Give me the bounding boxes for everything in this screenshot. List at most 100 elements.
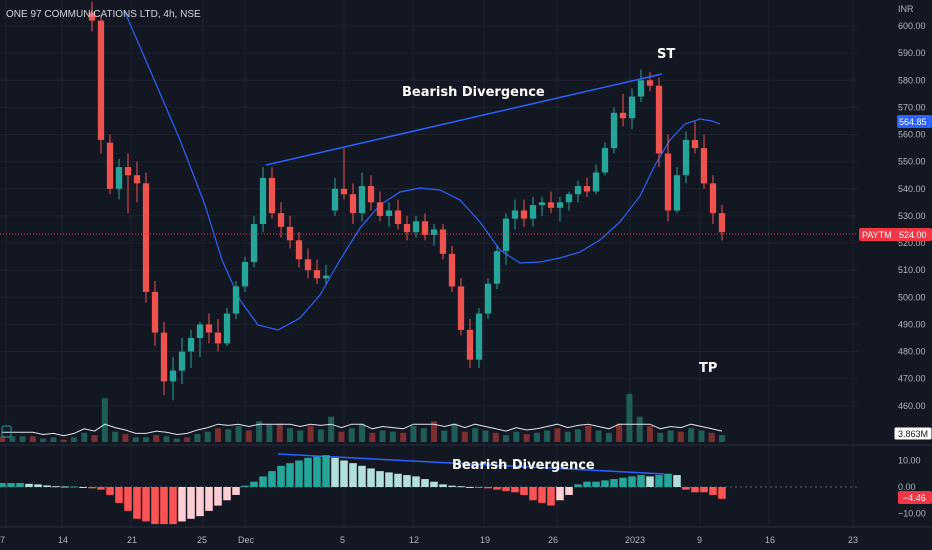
candle-series[interactable] xyxy=(88,1,726,401)
volume-bar xyxy=(143,437,149,442)
candle-body[interactable] xyxy=(376,202,384,216)
trendline xyxy=(265,73,663,166)
candle-body[interactable] xyxy=(115,167,123,189)
candle-body[interactable] xyxy=(439,229,447,254)
candle-body[interactable] xyxy=(286,226,294,241)
candle-body[interactable] xyxy=(574,186,582,195)
pane-toggle-icon[interactable] xyxy=(1,425,12,438)
candle-body[interactable] xyxy=(151,291,159,333)
candle-body[interactable] xyxy=(250,224,258,263)
candle-body[interactable] xyxy=(718,213,726,233)
candle-body[interactable] xyxy=(682,139,690,176)
candle-body[interactable] xyxy=(691,139,699,149)
oscillator-bar xyxy=(565,487,573,495)
oscillator-bar xyxy=(412,476,420,487)
candle-body[interactable] xyxy=(709,183,717,214)
candle-body[interactable] xyxy=(214,332,222,344)
candle-body[interactable] xyxy=(484,283,492,314)
candle-body[interactable] xyxy=(592,172,600,192)
candle-body[interactable] xyxy=(637,80,645,97)
candle-body[interactable] xyxy=(547,202,555,208)
volume-bar xyxy=(153,435,160,442)
candle-body[interactable] xyxy=(142,183,150,292)
oscillator-bar xyxy=(223,487,231,501)
time-tick-label: Dec xyxy=(238,535,255,545)
candle-body[interactable] xyxy=(160,332,168,382)
volume-bar xyxy=(605,432,612,442)
tp-label: TP xyxy=(699,361,717,376)
candle-body[interactable] xyxy=(205,324,213,333)
candle-body[interactable] xyxy=(394,210,402,225)
candle-body[interactable] xyxy=(403,224,411,233)
candle-body[interactable] xyxy=(619,112,627,119)
candle-body[interactable] xyxy=(466,329,474,360)
candle-body[interactable] xyxy=(655,85,663,154)
oscillator-bar xyxy=(691,487,699,493)
candle-body[interactable] xyxy=(322,275,330,279)
candle-body[interactable] xyxy=(232,286,240,314)
candle-body[interactable] xyxy=(610,112,618,149)
candle-body[interactable] xyxy=(529,205,537,219)
candle-body[interactable] xyxy=(97,20,105,140)
candle-body[interactable] xyxy=(493,251,501,284)
oscillator-bar xyxy=(214,487,222,506)
candle-body[interactable] xyxy=(241,262,249,287)
price-axis[interactable]: 600.00 590.00 580.00 570.00 560.00 550.00 540.… xyxy=(898,21,926,411)
candle-body[interactable] xyxy=(295,240,303,260)
candle-body[interactable] xyxy=(124,167,132,176)
candle-body[interactable] xyxy=(349,194,357,214)
candle-body[interactable] xyxy=(538,202,546,206)
candle-body[interactable] xyxy=(331,188,339,211)
candle-body[interactable] xyxy=(178,351,186,371)
candle-body[interactable] xyxy=(421,221,429,235)
candle-body[interactable] xyxy=(367,186,375,203)
volume-bar xyxy=(420,428,427,442)
candle-body[interactable] xyxy=(88,12,96,21)
price-tick-label: 580.00 xyxy=(898,75,926,85)
candle-body[interactable] xyxy=(106,142,114,189)
candle-body[interactable] xyxy=(277,213,285,227)
time-axis[interactable]: 7 14 21 25 Dec 5 12 19 26 2023 9 16 23 xyxy=(0,535,858,545)
candle-body[interactable] xyxy=(673,175,681,211)
candle-body[interactable] xyxy=(502,218,510,252)
volume-bar xyxy=(276,423,283,442)
candle-body[interactable] xyxy=(430,229,438,235)
candle-body[interactable] xyxy=(259,177,267,225)
currency-label: INR xyxy=(898,4,914,14)
volume-bar xyxy=(9,436,16,442)
candle-body[interactable] xyxy=(133,175,141,184)
candle-body[interactable] xyxy=(412,221,420,233)
candle-body[interactable] xyxy=(313,270,321,279)
candle-body[interactable] xyxy=(457,286,465,330)
candle-body[interactable] xyxy=(223,313,231,344)
candle-body[interactable] xyxy=(385,210,393,216)
candle-body[interactable] xyxy=(556,202,564,208)
candle-body[interactable] xyxy=(646,80,654,86)
candle-body[interactable] xyxy=(511,210,519,219)
candle-body[interactable] xyxy=(628,96,636,119)
moving-average-curve xyxy=(123,9,721,331)
candle-body[interactable] xyxy=(700,148,708,184)
candle-body[interactable] xyxy=(601,148,609,173)
volume-bar xyxy=(60,439,67,442)
candle-body[interactable] xyxy=(358,186,366,214)
oscillator-value-tag xyxy=(898,491,932,504)
candle-body[interactable] xyxy=(475,313,483,360)
volume-bar xyxy=(29,436,36,442)
candle-body[interactable] xyxy=(520,210,528,219)
candle-body[interactable] xyxy=(304,259,312,271)
candle-body[interactable] xyxy=(340,188,348,195)
candle-body[interactable] xyxy=(664,153,672,211)
oscillator-axis[interactable]: 10.00 0.00 −10.00 xyxy=(898,456,926,519)
oscillator-bar xyxy=(718,487,726,499)
candle-body[interactable] xyxy=(196,324,204,338)
candle-body[interactable] xyxy=(448,253,456,287)
candle-body[interactable] xyxy=(583,186,591,192)
candle-body[interactable] xyxy=(169,370,177,382)
candle-body[interactable] xyxy=(565,194,573,203)
candle-body[interactable] xyxy=(187,337,195,352)
oscillator-bar xyxy=(484,487,492,489)
candle-body[interactable] xyxy=(268,177,276,214)
